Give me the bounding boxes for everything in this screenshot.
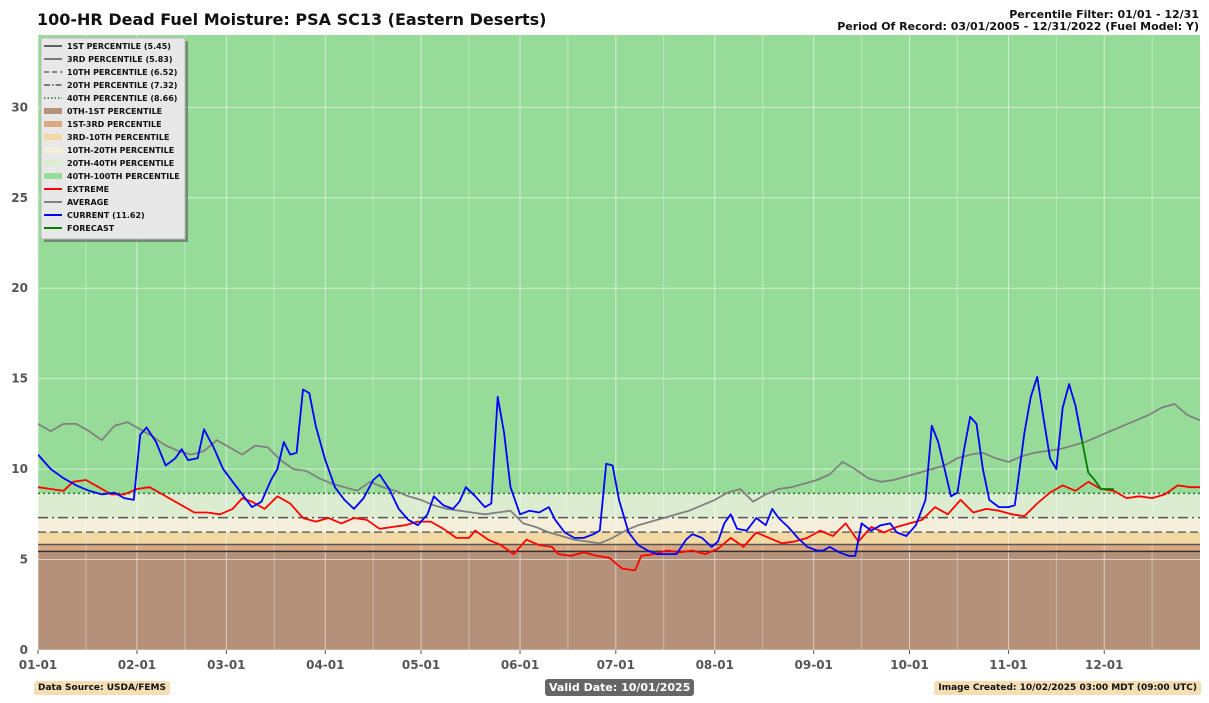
- legend-label: 20TH-40TH PERCENTILE: [67, 159, 174, 168]
- y-tick-label: 10: [11, 462, 28, 476]
- legend-label: 10TH-20TH PERCENTILE: [67, 146, 174, 155]
- legend-label: CURRENT (11.62): [67, 211, 145, 220]
- data-series: [38, 376, 1200, 572]
- x-tick-label: 01-01: [19, 658, 57, 672]
- legend-swatch: [44, 160, 62, 166]
- x-tick-label: 05-01: [402, 658, 440, 672]
- series-line-forecast: [1081, 439, 1114, 490]
- y-axis-ticks: 0 5 10 15 20 25 30: [11, 100, 28, 657]
- y-tick-label: 5: [20, 553, 28, 567]
- legend-box: [40, 37, 186, 240]
- y-tick-label: 30: [11, 100, 28, 114]
- legend-label: 0TH-1ST PERCENTILE: [67, 107, 162, 116]
- legend-label: 3RD PERCENTILE (5.83): [67, 55, 173, 64]
- chart-title: 100-HR Dead Fuel Moisture: PSA SC13 (Eas…: [37, 10, 547, 29]
- series-line-extreme: [38, 479, 1200, 572]
- legend-label: EXTREME: [67, 185, 109, 194]
- x-tick-label: 10-01: [890, 658, 928, 672]
- y-tick-label: 15: [11, 372, 28, 386]
- y-tick-label: 0: [20, 643, 28, 657]
- legend-swatch: [44, 121, 62, 127]
- legend-swatch: [44, 173, 62, 179]
- x-axis-ticks: 01-01 02-01 03-01 04-01 05-01 06-01 07-01 08-01…: [19, 650, 1123, 672]
- legend-label: 3RD-10TH PERCENTILE: [67, 133, 169, 142]
- legend-label: 1ST PERCENTILE (5.45): [67, 42, 171, 51]
- percentile-bands: [38, 35, 1200, 650]
- image-created-label: Image Created: 10/02/2025 03:00 MDT (09:…: [934, 681, 1201, 695]
- band-1: [38, 544, 1200, 552]
- legend-label: AVERAGE: [67, 198, 109, 207]
- x-tick-label: 02-01: [118, 658, 156, 672]
- legend-swatch: [44, 134, 62, 140]
- x-tick-label: 04-01: [306, 658, 344, 672]
- x-tick-label: 07-01: [597, 658, 635, 672]
- x-tick-label: 08-01: [696, 658, 734, 672]
- x-tick-label: 06-01: [501, 658, 539, 672]
- x-tick-label: 12-01: [1085, 658, 1123, 672]
- legend-label: 40TH PERCENTILE (8.66): [67, 94, 177, 103]
- legend-swatch: [44, 147, 62, 153]
- percentile-filter: Percentile Filter: 01/01 - 12/31: [1009, 8, 1199, 21]
- y-tick-label: 25: [11, 191, 28, 205]
- valid-date-badge: Valid Date: 10/01/2025: [545, 679, 695, 696]
- series-line-current: [38, 376, 1083, 557]
- y-tick-label: 20: [11, 281, 28, 295]
- legend-label: FORECAST: [67, 224, 115, 233]
- band-0: [38, 551, 1200, 650]
- legend-label: 40TH-100TH PERCENTILE: [67, 172, 180, 181]
- percentile-lines: [38, 492, 1200, 553]
- legend-label: 10TH PERCENTILE (6.52): [67, 68, 177, 77]
- grid-lines: [37, 35, 1200, 651]
- x-tick-label: 11-01: [989, 658, 1027, 672]
- legend-swatch: [44, 108, 62, 114]
- legend-label: 1ST-3RD PERCENTILE: [67, 120, 162, 129]
- band-3: [38, 517, 1200, 533]
- x-tick-label: 03-01: [207, 658, 245, 672]
- series-line-average: [38, 403, 1200, 545]
- x-tick-label: 09-01: [795, 658, 833, 672]
- band-5: [38, 35, 1200, 494]
- period-of-record: Period Of Record: 03/01/2005 - 12/31/202…: [837, 20, 1199, 33]
- legend-label: 20TH PERCENTILE (7.32): [67, 81, 177, 90]
- data-source-label: Data Source: USDA/FEMS: [34, 681, 170, 695]
- legend: 1ST PERCENTILE (5.45) 3RD PERCENTILE (5.8…: [40, 37, 188, 242]
